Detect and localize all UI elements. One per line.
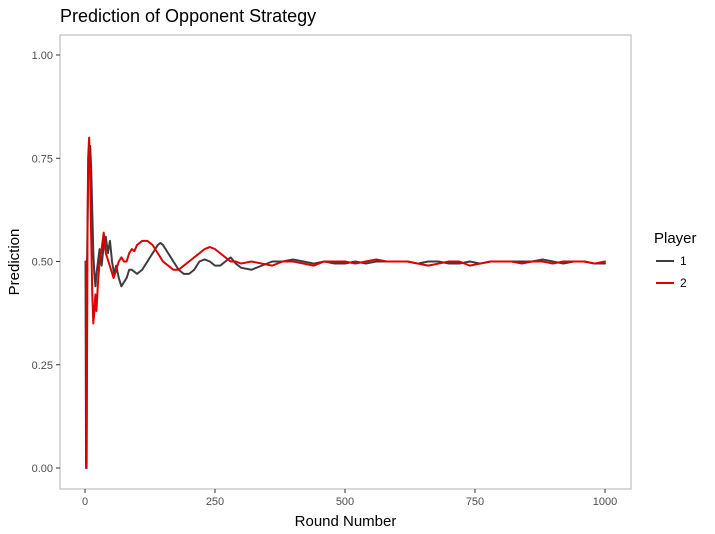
x-tick-label: 750: [466, 496, 484, 508]
legend-title: Player: [654, 230, 697, 247]
series-line-player-1: [84, 144, 606, 469]
y-axis-title: Prediction: [6, 229, 23, 296]
y-tick-label: 0.00: [32, 463, 53, 475]
x-axis: 0 250 500 750 1000: [82, 489, 617, 508]
series-layer: [84, 136, 606, 469]
x-tick-label: 500: [336, 496, 354, 508]
y-tick-label: 0.25: [32, 360, 53, 372]
y-tick-label: 0.75: [32, 153, 53, 165]
legend: Player 1 2: [654, 230, 697, 290]
series-line-player-2: [84, 136, 606, 469]
y-tick-label: 1.00: [32, 50, 53, 62]
legend-label-player-2: 2: [680, 276, 687, 290]
x-tick-label: 0: [82, 496, 88, 508]
x-tick-label: 250: [206, 496, 224, 508]
x-tick-label: 1000: [593, 496, 617, 508]
x-axis-title: Round Number: [295, 513, 397, 530]
y-tick-label: 0.50: [32, 257, 53, 269]
chart-title: Prediction of Opponent Strategy: [60, 6, 316, 26]
y-axis: 0.00 0.25 0.50 0.75 1.00: [32, 50, 60, 475]
legend-label-player-1: 1: [680, 254, 687, 268]
